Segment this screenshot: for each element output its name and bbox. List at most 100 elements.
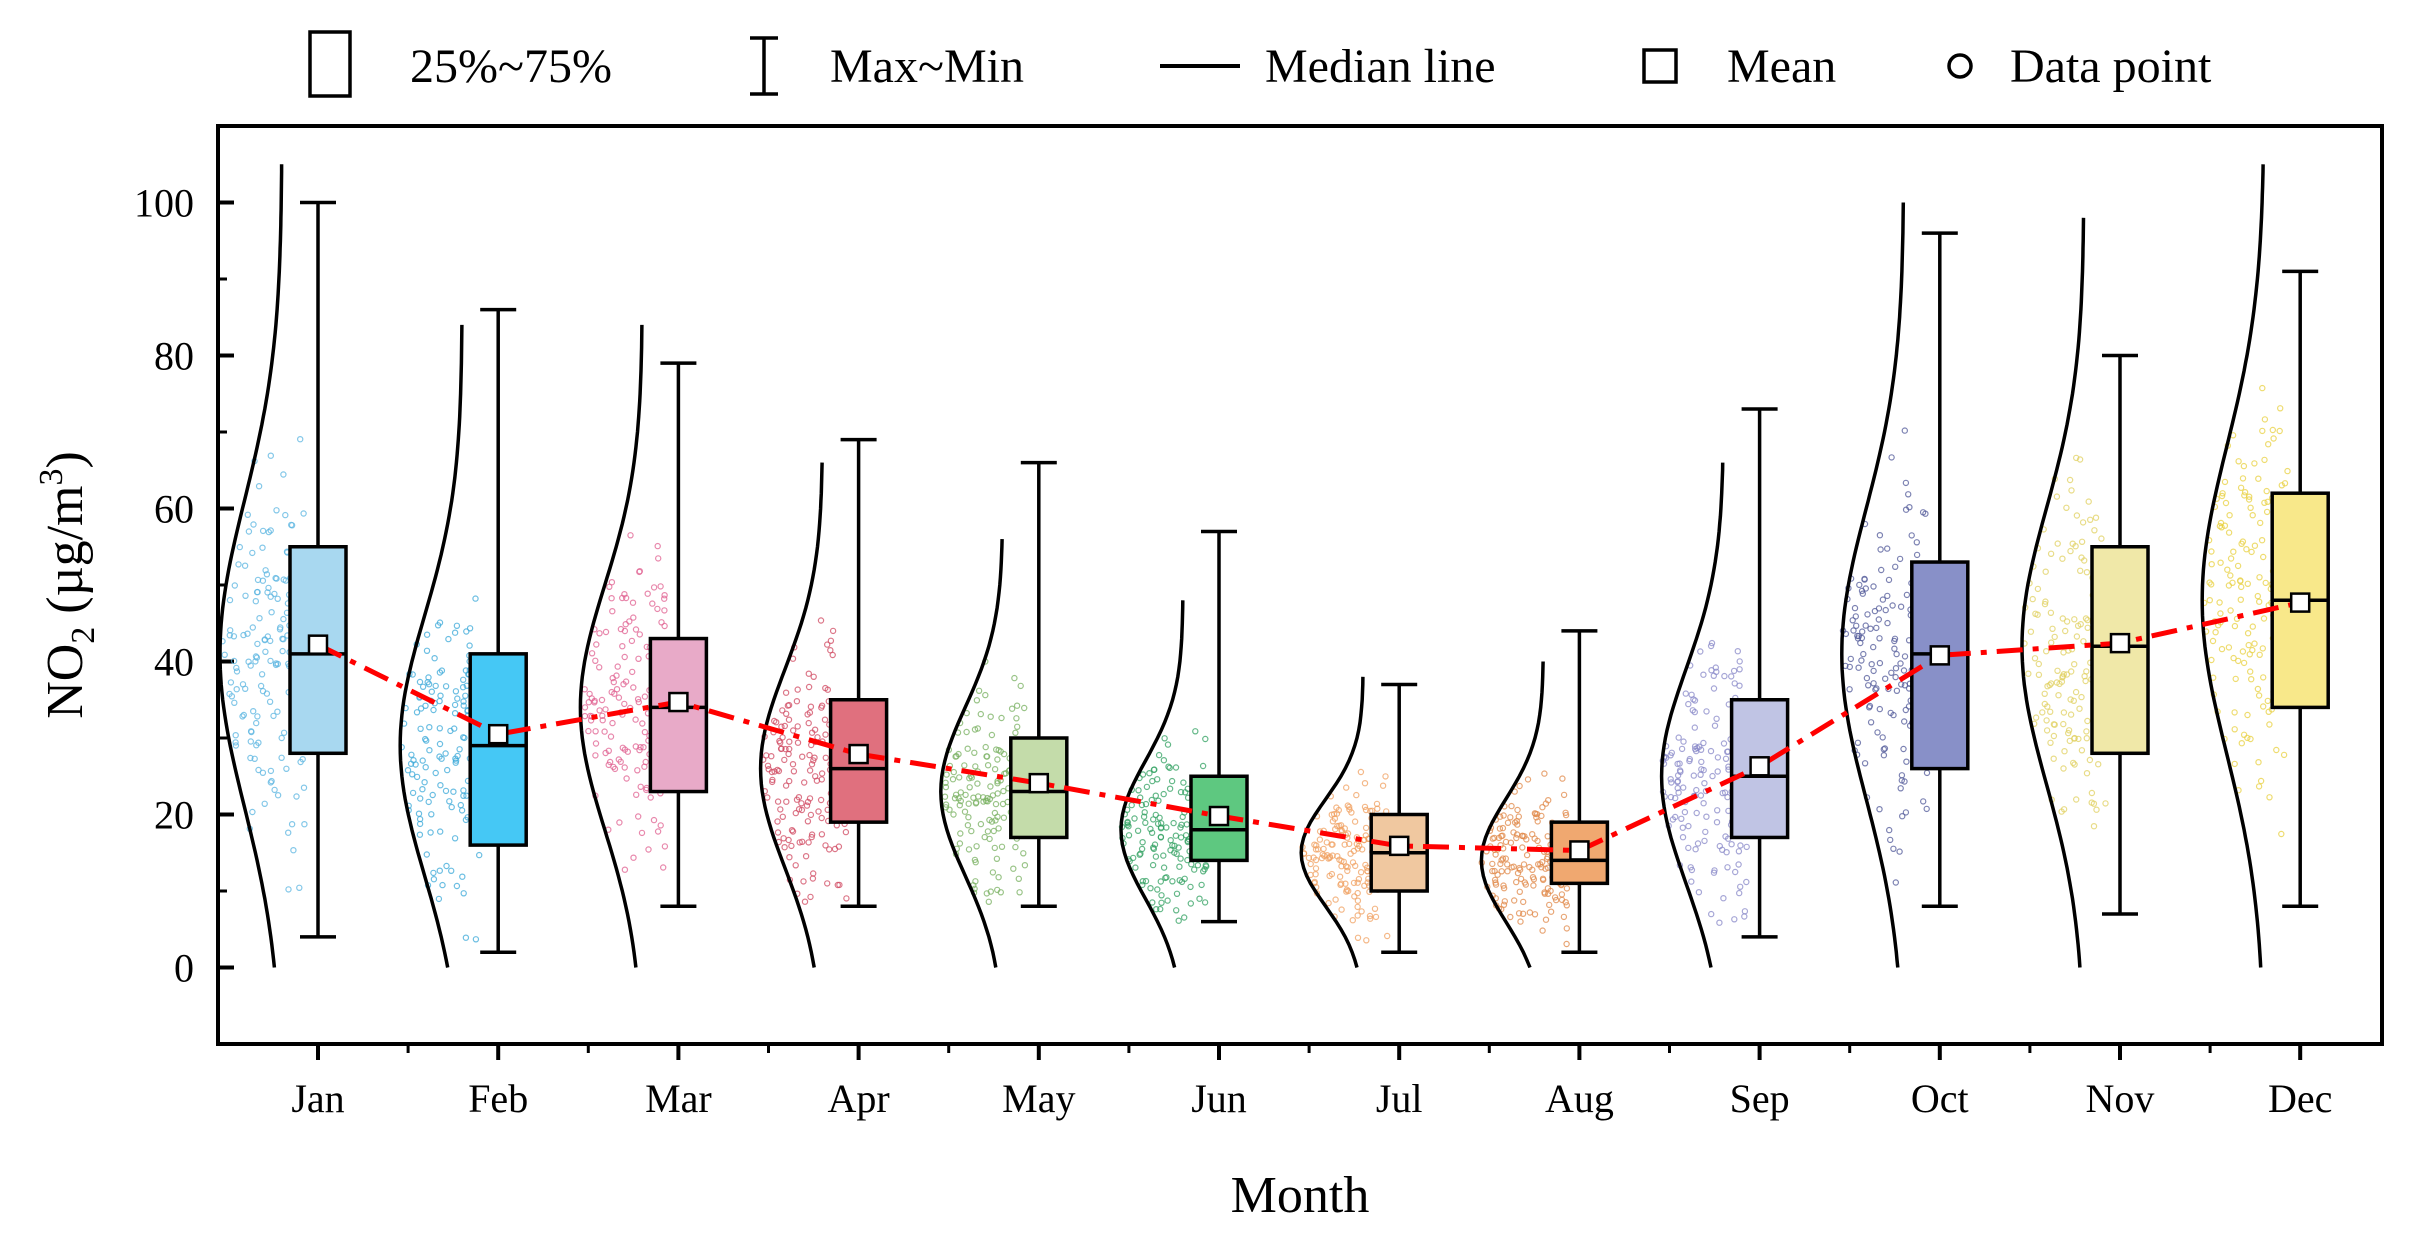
data-point: [1675, 734, 1682, 741]
data-point: [2245, 496, 2253, 503]
data-point: [429, 791, 436, 799]
data-point: [1172, 907, 1180, 914]
data-point: [786, 854, 793, 861]
data-point: [2047, 739, 2054, 747]
data-point: [1902, 706, 1910, 714]
data-point: [817, 617, 825, 624]
data-point: [425, 681, 433, 688]
data-point: [1312, 846, 1320, 853]
data-point: [632, 716, 639, 723]
data-point: [1901, 427, 1909, 434]
data-point: [1864, 611, 1871, 618]
data-point: [782, 745, 789, 753]
data-point: [1727, 673, 1735, 680]
data-point: [1703, 708, 1710, 715]
data-point: [613, 686, 621, 693]
data-point: [2067, 696, 2074, 703]
data-point: [842, 828, 850, 836]
data-point: [1516, 888, 1524, 896]
data-point: [949, 776, 957, 783]
data-point: [2217, 610, 2224, 617]
data-point: [1353, 791, 1360, 799]
data-point: [610, 763, 617, 771]
data-point: [1521, 879, 1529, 886]
data-point: [635, 698, 643, 706]
data-point: [1328, 811, 1336, 818]
data-point: [259, 527, 267, 535]
data-point: [611, 690, 618, 697]
data-point: [592, 657, 599, 665]
mean-marker-oct: [1929, 645, 1951, 666]
data-point: [827, 647, 834, 654]
data-point: [1731, 868, 1739, 876]
data-point: [419, 786, 426, 793]
data-point: [581, 704, 589, 711]
data-point: [1724, 864, 1731, 871]
data-point: [1142, 819, 1149, 827]
data-point: [1190, 866, 1198, 873]
data-point: [256, 615, 263, 622]
data-point: [265, 584, 272, 592]
data-point: [1544, 833, 1551, 840]
data-point: [409, 789, 417, 797]
data-point: [460, 698, 467, 705]
data-point: [1373, 800, 1381, 808]
data-point: [1345, 803, 1353, 811]
data-point: [2076, 567, 2084, 575]
data-point: [599, 712, 606, 720]
data-point: [630, 854, 637, 861]
data-point: [1180, 914, 1188, 921]
data-point: [2085, 498, 2092, 505]
data-point: [806, 751, 813, 759]
data-point: [806, 795, 814, 802]
data-point: [2032, 714, 2040, 721]
data-point: [622, 594, 630, 602]
iqr-box: [648, 636, 709, 794]
data-point: [1341, 841, 1348, 848]
data-point: [1676, 760, 1683, 767]
data-point: [2244, 734, 2251, 742]
data-point: [427, 829, 434, 836]
data-point: [777, 806, 784, 813]
data-point: [226, 627, 234, 634]
data-point: [1175, 844, 1182, 851]
data-point: [285, 829, 292, 836]
data-point: [1346, 806, 1353, 813]
data-point: [272, 661, 280, 669]
data-point: [1542, 800, 1550, 807]
data-point: [1886, 836, 1894, 844]
data-point: [795, 806, 803, 813]
data-point: [1719, 789, 1726, 797]
data-point: [2209, 637, 2217, 645]
data-point: [417, 725, 424, 733]
data-point: [956, 840, 964, 847]
data-point: [263, 690, 271, 697]
data-point: [2054, 667, 2061, 675]
data-point: [2224, 566, 2231, 573]
data-point: [1323, 852, 1331, 859]
data-point: [1157, 878, 1165, 885]
data-point: [950, 811, 957, 818]
data-point: [994, 886, 1001, 894]
data-point: [1866, 702, 1874, 710]
data-point: [1723, 748, 1731, 756]
data-point: [2231, 709, 2238, 716]
data-point: [1884, 619, 1891, 627]
data-point: [957, 789, 965, 796]
data-point: [1161, 735, 1168, 742]
data-point: [279, 635, 286, 643]
data-point: [635, 655, 642, 663]
distribution-curve-feb: [398, 324, 464, 968]
data-point: [2231, 760, 2238, 768]
data-point: [270, 712, 277, 720]
data-point: [1667, 776, 1674, 783]
box-feb: [468, 307, 528, 954]
data-point: [255, 766, 262, 774]
data-point: [622, 678, 630, 685]
data-point: [774, 798, 782, 805]
data-point: [1876, 532, 1884, 539]
data-point: [1329, 818, 1337, 825]
data-point: [794, 686, 801, 693]
data-point: [1873, 685, 1880, 692]
data-point: [973, 697, 981, 704]
